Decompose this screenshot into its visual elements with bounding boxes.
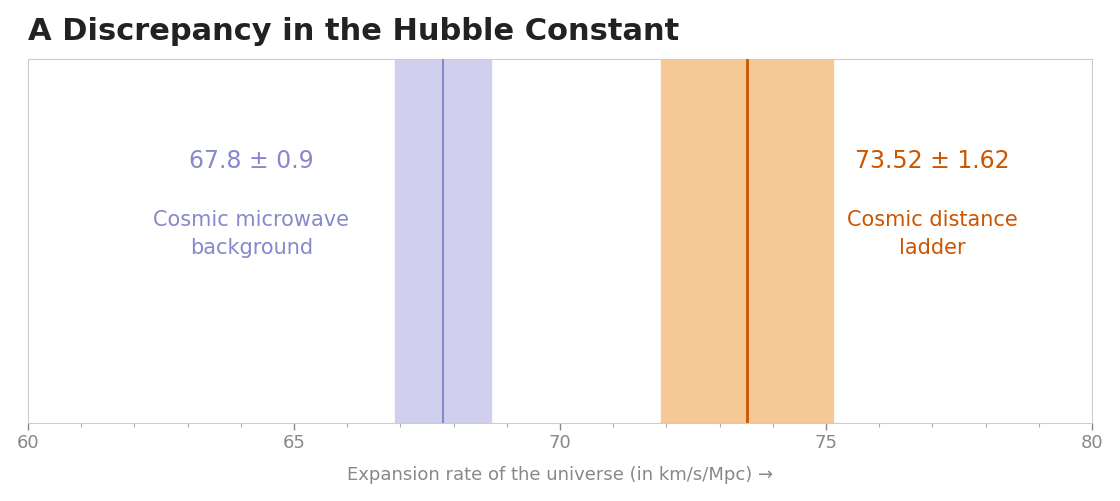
Text: 67.8 ± 0.9: 67.8 ± 0.9: [189, 149, 314, 173]
Text: Cosmic distance
ladder: Cosmic distance ladder: [847, 209, 1018, 258]
Bar: [661, 59, 833, 423]
Text: A Discrepancy in the Hubble Constant: A Discrepancy in the Hubble Constant: [28, 17, 679, 46]
Text: Cosmic microwave
background: Cosmic microwave background: [153, 209, 349, 258]
Text: 73.52 ± 1.62: 73.52 ± 1.62: [855, 149, 1010, 173]
Bar: [395, 59, 491, 423]
X-axis label: Expansion rate of the universe (in km/s/Mpc) →: Expansion rate of the universe (in km/s/…: [347, 466, 773, 484]
